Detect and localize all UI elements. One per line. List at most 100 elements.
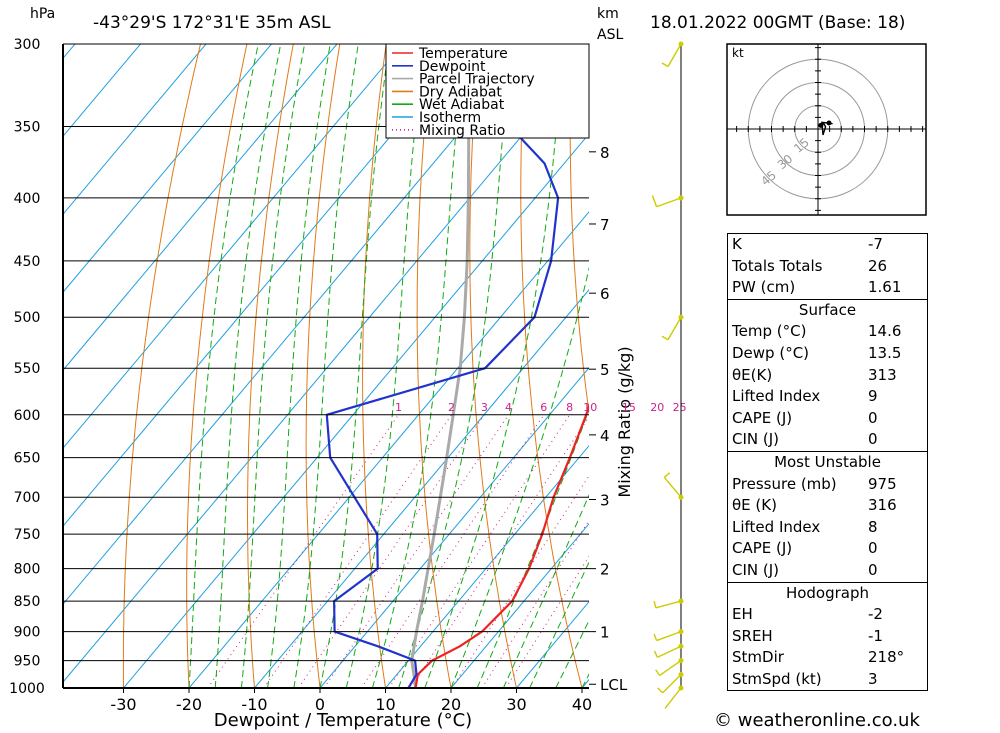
pressure-tick-label: 1000 [9,681,45,697]
height-tick-label: 4 [600,427,610,445]
temperature-tick-label: -10 [241,695,267,714]
wind-barb [651,195,682,208]
surface-temp-value: 14.6 [868,322,902,341]
wind-barb [653,600,682,609]
legend-entry: Wet Adiabat [419,97,505,113]
height-tick-label: 3 [600,492,610,510]
wind-barb-half-flag [655,669,661,676]
dry-adiabat-line [983,7,1000,688]
datetime-title: 18.01.2022 00GMT (Base: 18) [650,13,906,33]
wet-adiabat-line [345,44,425,688]
mixing-ratio-label: 4 [505,401,512,414]
mixing-ratio-label: 1 [395,401,402,414]
pw-label: PW (cm) [732,278,796,297]
surface-li-value: 9 [868,387,878,406]
isotherm-line [319,367,589,688]
k-index-row: K -7 [728,234,927,256]
mixing-ratio-label: 2 [448,401,455,414]
mixing-ratio-label: 20 [650,401,664,414]
wind-barb-half-flag [663,472,671,478]
height-tick-label: 7 [600,216,610,234]
wind-barb-staff [667,316,682,341]
wet-adiabat-line [371,44,465,688]
temperature-tick-label: -20 [176,695,202,714]
temperature-tick-label: 40 [572,695,592,714]
temperature-tick-label: 10 [375,695,395,714]
axes: 3003504004505005506006507007508008509009… [9,37,634,731]
wind-barb-half-flag [653,650,659,658]
mu-cin-label: CIN (J) [732,560,780,579]
most-unstable-title: Most Unstable [774,452,881,471]
mu-cape-label: CAPE (J) [732,539,793,558]
temperature-tick-label: 0 [315,695,325,714]
hodograph-unit-label: kt [732,46,744,60]
dewpoint-profile [325,44,560,688]
wet-adiabat-line [240,44,306,688]
wind-barb-staff [667,43,682,67]
k-index-label: K [732,235,742,253]
eh-label: EH [732,605,753,624]
mixing-ratio-label: 3 [481,401,488,414]
totals-totals-value: 26 [868,256,888,275]
wind-barb-staff [657,645,682,658]
dry-adiabat-line [122,44,202,688]
pressure-tick-label: 550 [14,361,41,377]
surface-thetae-label: θE(K) [732,365,773,384]
isotherm-line [63,44,142,138]
wet-adiabat-line [450,266,589,688]
wind-barb-staff [662,673,682,694]
parcel-trajectory-profile [410,44,472,688]
surface-cin-label: CIN (J) [732,430,780,449]
wind-barb-staff [663,476,682,498]
isotherm-line [384,444,589,688]
asl-unit-label: ASL [597,27,624,43]
stmdir-label: StmDir [732,648,784,667]
height-tick-label: 1 [600,624,610,642]
dry-adiabat-line [938,7,1000,688]
stmspd-value: 3 [868,669,878,688]
surface-dewp-label: Dewp (°C) [732,343,810,362]
temperature-tick-label: -30 [110,695,136,714]
mu-li-label: Lifted Index [732,517,821,536]
copyright-credit[interactable]: © weatheronline.co.uk [714,710,920,731]
wind-barb [663,472,682,498]
mixing-ratio-line [360,414,545,688]
mixing-ratio-line [323,414,509,688]
wind-barb [653,630,682,642]
km-unit-label: km [597,6,619,22]
surface-title: Surface [798,300,857,319]
height-tick-label: 8 [600,144,610,162]
pw-row: PW (cm) 1.61 [728,277,927,299]
wind-barb-staff [659,659,682,677]
wet-adiabat-line [214,44,282,688]
pressure-tick-label: 450 [14,254,41,270]
wind-barb-half-flag [661,335,669,341]
mixing-ratio-line [388,414,571,688]
legend-box [385,43,590,139]
pressure-tick-label: 600 [14,408,41,424]
isotherm-line [63,44,207,216]
wind-barb-flag [651,195,658,208]
wind-barb-half-flag [653,633,658,641]
legend-entry: Temperature [418,46,508,62]
hodograph-section: Hodograph EH -2 SREH -1 StmDir 218° StmSpd … [728,581,927,691]
mixing-ratio-labels: 1 2 3 4 6 8 10 15 20 25 [395,401,687,414]
legend-entry: Dry Adiabat [419,84,502,100]
legend-entry: Isotherm [419,110,481,126]
temperature-tick-label: 20 [441,695,461,714]
mixing-ratio-label: 10 [583,401,597,414]
totals-totals-row: Totals Totals 26 [728,256,927,278]
mixing-ratio-line [263,414,453,688]
mu-cape-value: 0 [868,539,878,558]
mixing-ratio-line [505,555,589,688]
surface-section: Surface Temp (°C) 14.6 Dewp (°C) 13.5 θE(K… [728,298,927,451]
mu-pressure-value: 975 [868,474,897,493]
sreh-value: -1 [868,626,883,645]
wind-barb [661,43,682,68]
wind-barb [657,673,682,694]
pressure-tick-label: 750 [14,527,41,543]
pressure-tick-label: 700 [14,490,41,506]
wind-barb [655,659,682,677]
